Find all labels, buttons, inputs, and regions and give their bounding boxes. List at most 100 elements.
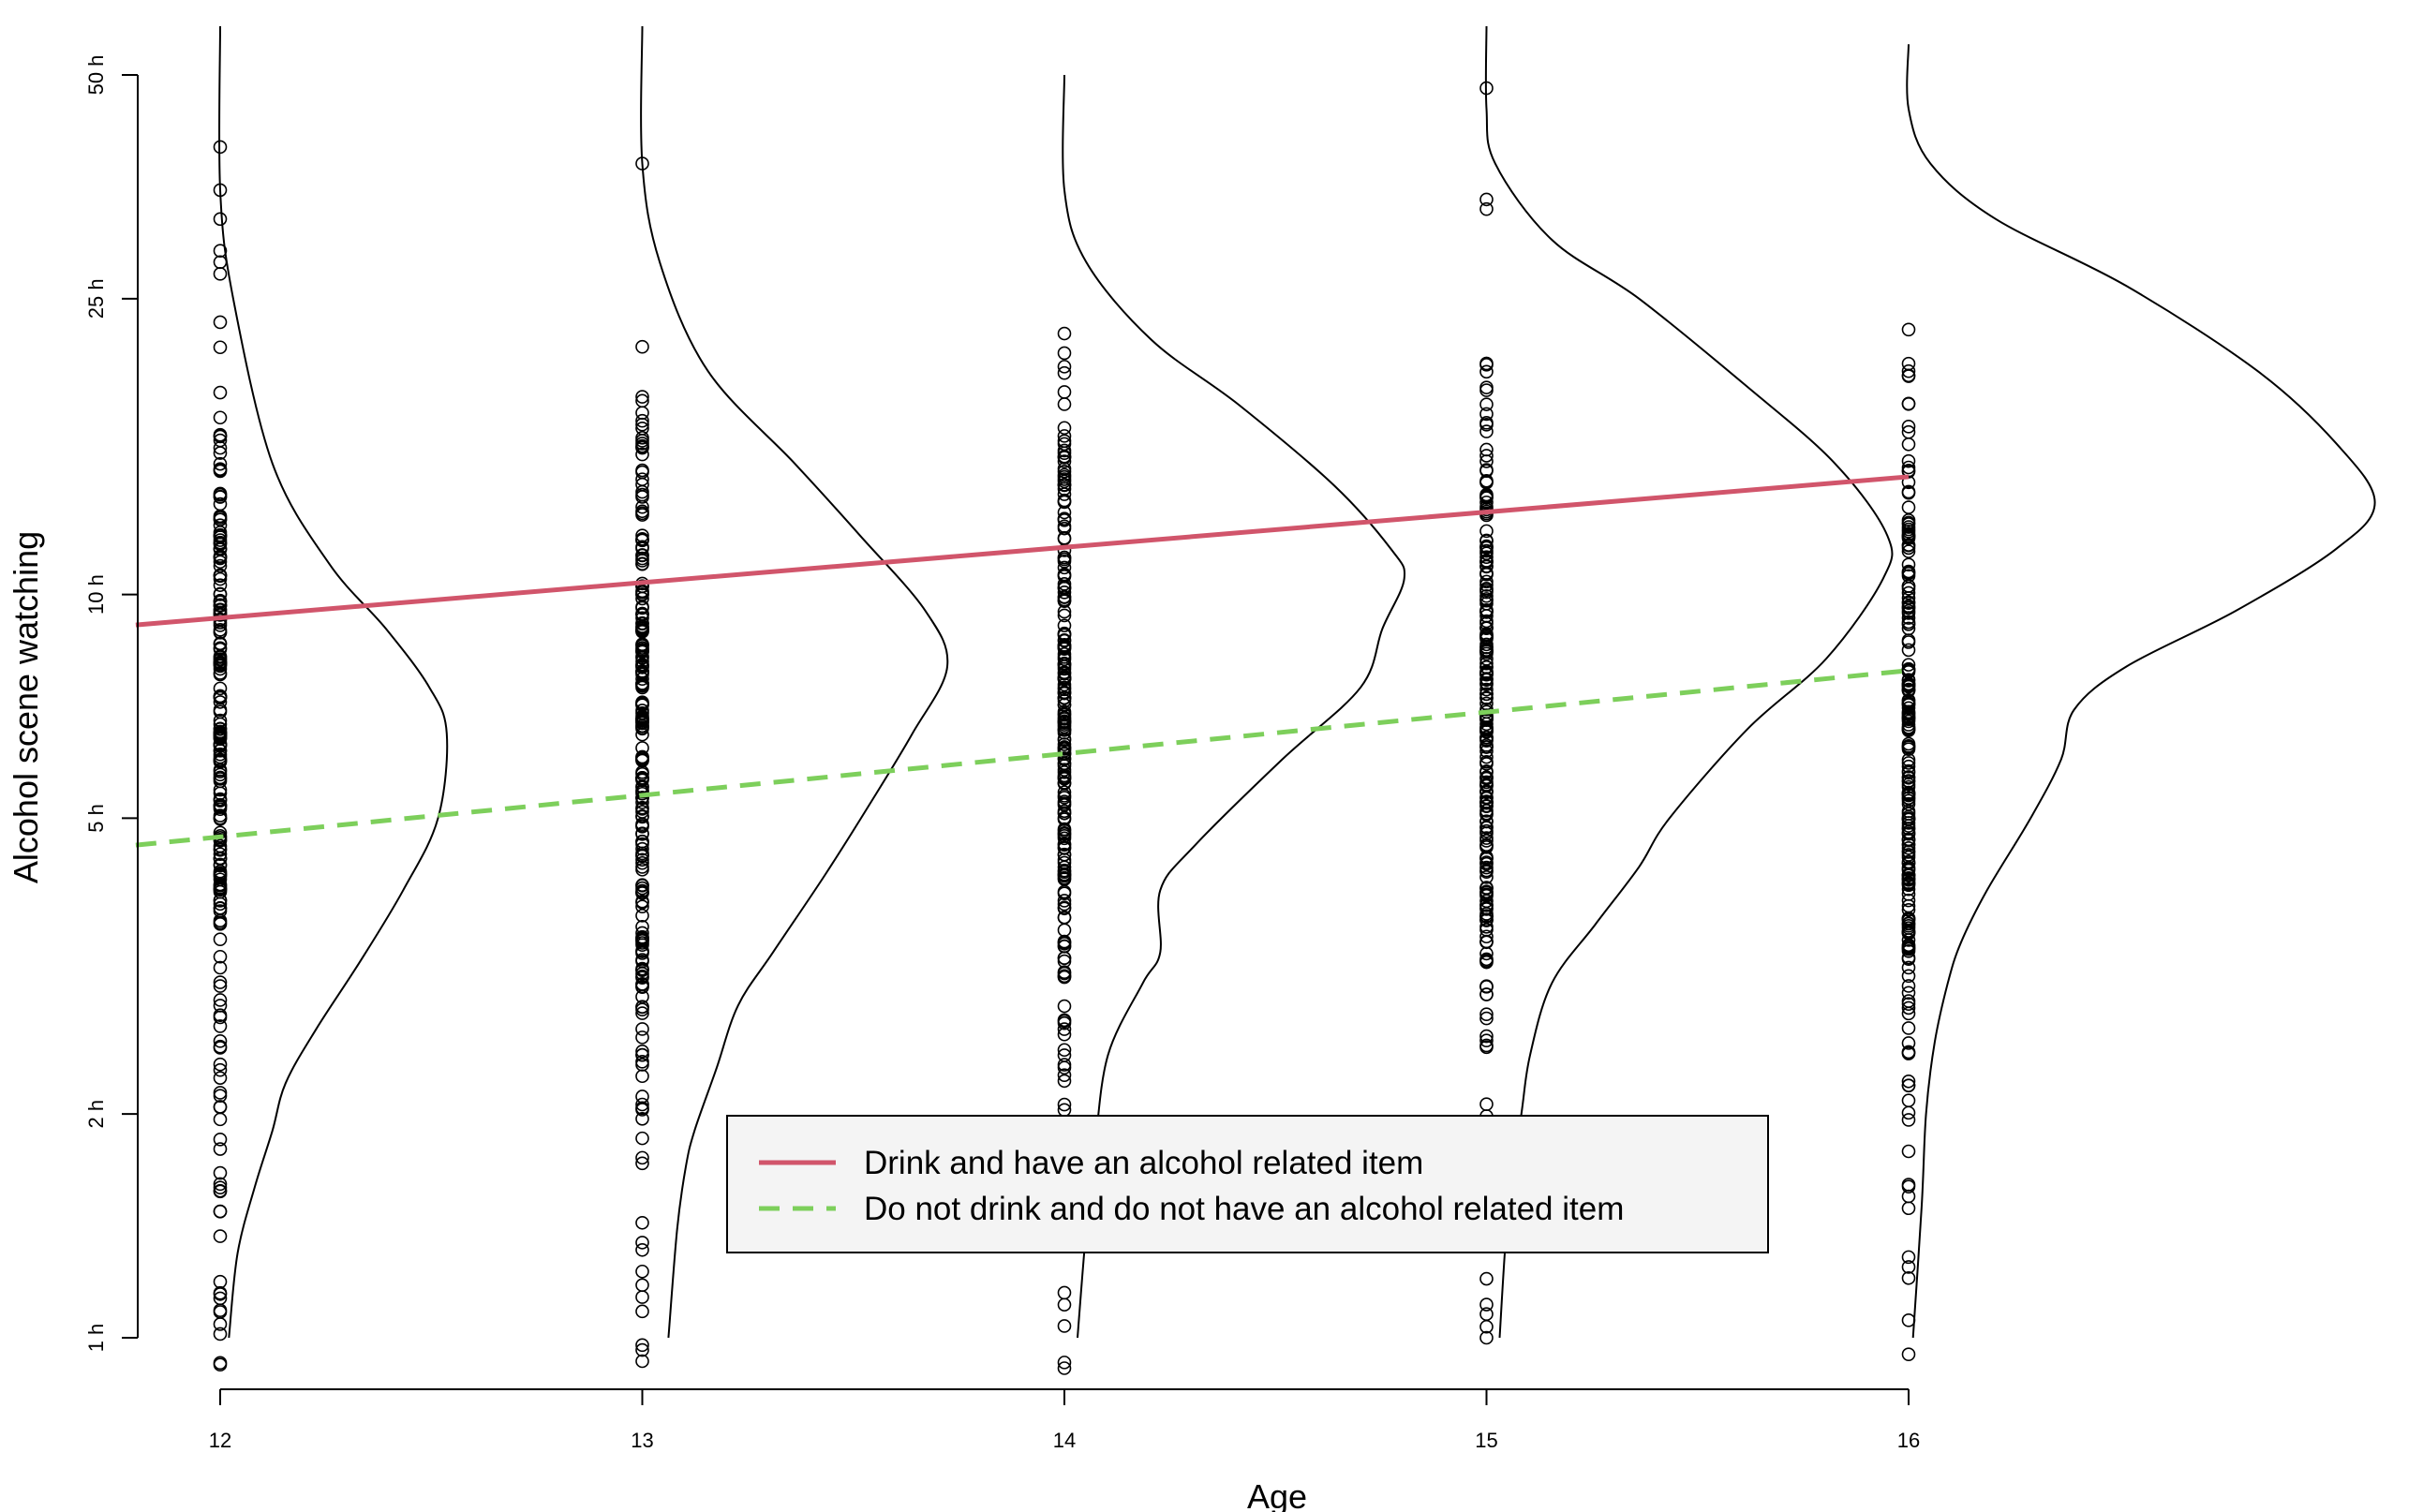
- data-point: [635, 1156, 649, 1171]
- data-point: [1057, 560, 1072, 575]
- data-point: [213, 681, 228, 696]
- data-point: [213, 509, 228, 524]
- data-point: [1901, 765, 1916, 780]
- data-point: [635, 1103, 649, 1117]
- data-point: [213, 884, 228, 899]
- data-point: [213, 536, 228, 550]
- data-point: [635, 1264, 649, 1279]
- data-point: [1479, 934, 1494, 949]
- data-point: [635, 826, 649, 841]
- data-point: [1057, 726, 1072, 740]
- data-point: [635, 1022, 649, 1036]
- data-point: [213, 1327, 228, 1342]
- data-point: [635, 1044, 649, 1059]
- data-point: [213, 642, 228, 657]
- data-point: [1057, 740, 1072, 754]
- data-point: [635, 421, 649, 436]
- data-point: [1901, 1178, 1916, 1192]
- data-point: [1901, 538, 1916, 553]
- data-point: [635, 1342, 649, 1357]
- trend-line-drink: [135, 474, 1910, 628]
- data-point: [1901, 635, 1916, 649]
- data-point: [1057, 1022, 1072, 1036]
- data-point: [213, 490, 228, 504]
- data-point: [1901, 742, 1916, 756]
- data-point: [213, 949, 228, 964]
- data-point: [635, 820, 649, 834]
- data-point: [635, 504, 649, 519]
- data-point: [635, 339, 649, 354]
- data-point: [213, 979, 228, 993]
- data-point: [1901, 600, 1916, 615]
- data-point: [1901, 453, 1916, 468]
- data-point: [1057, 823, 1072, 838]
- data-point: [1479, 757, 1494, 771]
- data-point: [213, 551, 228, 566]
- data-point: [1901, 1270, 1916, 1285]
- data-point: [1057, 744, 1072, 758]
- data-point: [1901, 924, 1916, 938]
- data-point: [213, 1357, 228, 1372]
- data-point: [635, 800, 649, 815]
- data-point: [1901, 1093, 1916, 1108]
- data-point: [1901, 1006, 1916, 1021]
- data-point: [1901, 841, 1916, 855]
- data-point: [1901, 569, 1916, 584]
- data-point: [635, 704, 649, 718]
- data-point: [1479, 364, 1494, 379]
- data-point: [1057, 397, 1072, 411]
- data-point: [1901, 867, 1916, 882]
- density-curve: [217, 25, 449, 1339]
- data-point: [1479, 578, 1494, 592]
- y-tick-label: 50 h: [84, 55, 108, 96]
- data-point: [1479, 442, 1494, 457]
- x-axis-title: Age: [1247, 1477, 1307, 1512]
- data-point: [1479, 585, 1494, 600]
- data-point: [1901, 809, 1916, 824]
- data-point: [1479, 887, 1494, 902]
- data-point: [1901, 557, 1916, 571]
- data-point: [635, 556, 649, 571]
- data-point: [635, 971, 649, 986]
- x-axis-ticks: 12 13 14 15 16: [209, 1389, 1920, 1452]
- data-point: [635, 1354, 649, 1369]
- data-point: [635, 644, 649, 659]
- data-point: [1901, 437, 1916, 452]
- data-point: [213, 212, 228, 227]
- data-point: [1479, 660, 1494, 674]
- data-point: [1479, 582, 1494, 596]
- data-point: [213, 433, 228, 448]
- data-point: [1057, 716, 1072, 731]
- data-point: [1057, 450, 1072, 464]
- data-point: [635, 852, 649, 867]
- data-point: [1057, 478, 1072, 493]
- data-point: [1057, 641, 1072, 655]
- data-point: [1479, 416, 1494, 430]
- data-point: [1057, 421, 1072, 436]
- data-point: [1479, 856, 1494, 871]
- data-point: [1479, 898, 1494, 912]
- data-point: [1901, 832, 1916, 847]
- data-point: [1479, 725, 1494, 739]
- data-point: [1479, 980, 1494, 994]
- y-tick-label: 10 h: [84, 574, 108, 615]
- data-point: [1057, 827, 1072, 841]
- data-point: [1901, 1250, 1916, 1265]
- data-point: [1901, 721, 1916, 736]
- data-point: [1479, 554, 1494, 568]
- data-point: [635, 711, 649, 725]
- data-point: [213, 558, 228, 573]
- data-point: [1479, 870, 1494, 884]
- data-point: [1057, 437, 1072, 452]
- y-tick-label: 1 h: [84, 1324, 108, 1353]
- data-point: [635, 1242, 649, 1257]
- data-point: [1057, 751, 1072, 765]
- data-point: [213, 901, 228, 915]
- data-point: [1901, 517, 1916, 531]
- data-point: [1901, 752, 1916, 767]
- data-point: [1479, 449, 1494, 463]
- data-point: [1479, 731, 1494, 745]
- data-point: [213, 1071, 228, 1085]
- data-point: [213, 717, 228, 732]
- data-point: [213, 385, 228, 400]
